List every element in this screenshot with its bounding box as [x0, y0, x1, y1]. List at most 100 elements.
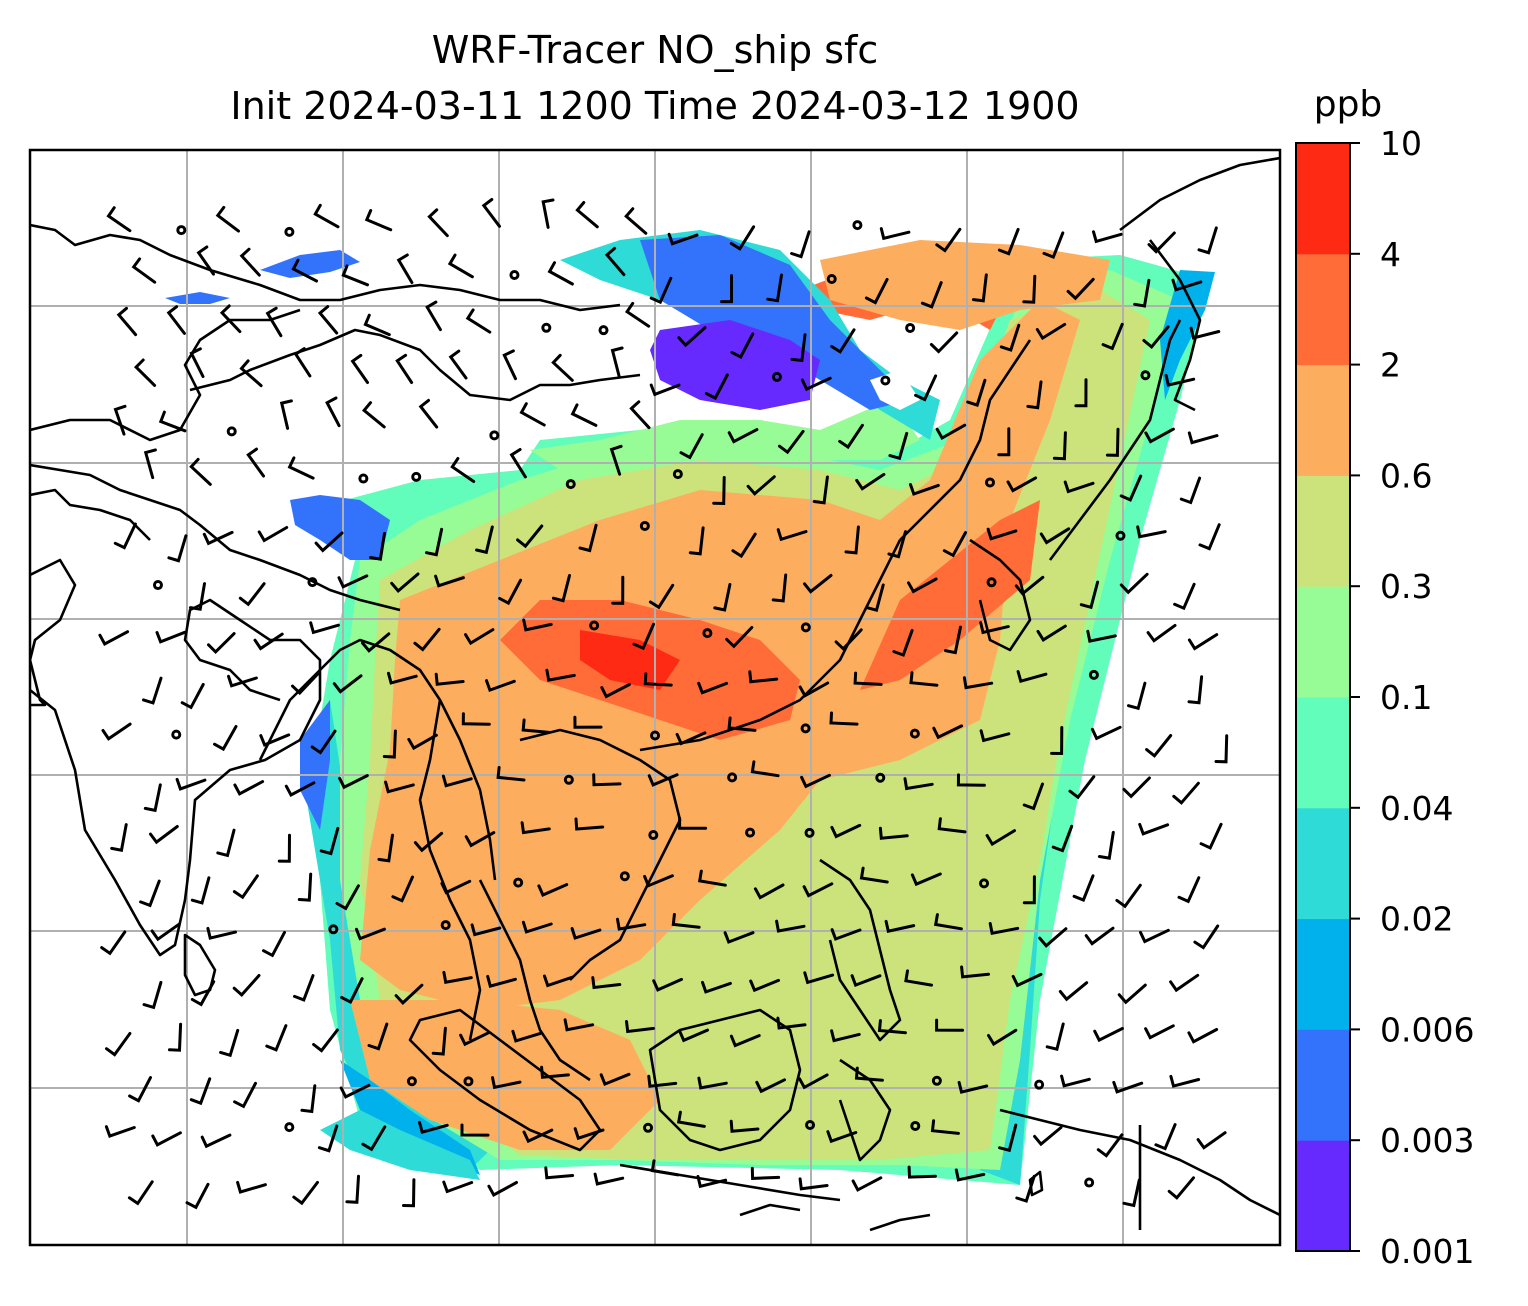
- wind-barb: [1145, 734, 1173, 758]
- wind-barb: [543, 974, 574, 988]
- wind-barb: [766, 273, 783, 303]
- wind-barb: [570, 403, 598, 427]
- wind-barb: [402, 1178, 416, 1208]
- wind-barb: [903, 777, 934, 791]
- calm-wind-circle: [826, 273, 837, 284]
- wind-barb: [1074, 378, 1088, 408]
- wind-barb: [907, 1165, 937, 1179]
- wind-barb: [1068, 775, 1096, 800]
- calm-wind-circle: [463, 1076, 474, 1087]
- wind-barb: [800, 773, 831, 789]
- wind-barb: [470, 923, 502, 937]
- wind-barb: [712, 476, 726, 506]
- wind-barb: [1022, 274, 1037, 304]
- calm-wind-circle: [565, 479, 576, 490]
- wind-barb: [1147, 231, 1176, 254]
- wind-barb: [604, 246, 626, 277]
- calm-wind-circle: [171, 729, 182, 740]
- wind-barb: [677, 326, 707, 348]
- wind-barb: [971, 273, 988, 303]
- wind-barb: [678, 1028, 709, 1043]
- wind-barb: [215, 205, 240, 233]
- wind-barb: [1015, 1174, 1036, 1203]
- wind-barb: [1022, 875, 1036, 905]
- calm-wind-circle: [875, 772, 886, 783]
- wind-barb: [332, 674, 363, 694]
- wind-barb: [592, 773, 622, 787]
- wind-barb: [545, 668, 576, 682]
- wind-barb: [1173, 582, 1196, 611]
- wind-barb: [213, 725, 238, 752]
- wind-barb: [149, 825, 179, 845]
- wind-barb: [909, 671, 939, 687]
- wind-barb: [697, 681, 729, 695]
- wind-barb: [1167, 1176, 1195, 1200]
- colorbar-tick-label: 0.006: [1380, 1010, 1474, 1049]
- wind-barb: [649, 276, 673, 305]
- wind-barb: [1045, 1022, 1065, 1052]
- wind-barb: [573, 1127, 605, 1141]
- wind-barb: [1169, 1074, 1201, 1088]
- wind-barb: [1079, 580, 1100, 610]
- wind-barb: [937, 817, 967, 834]
- wind-barb: [998, 1123, 1018, 1153]
- wind-barb: [987, 1028, 1018, 1047]
- wind-barb: [755, 1078, 786, 1094]
- field-plume-north-light: [530, 400, 920, 470]
- wind-barb: [265, 1024, 288, 1052]
- wind-barb: [997, 427, 1011, 457]
- wind-barb: [1164, 373, 1196, 387]
- wind-barb: [1139, 928, 1170, 944]
- wind-barb: [259, 733, 291, 747]
- wind-barb: [142, 980, 163, 1010]
- wind-barb: [427, 208, 449, 238]
- wind-barb: [859, 866, 889, 884]
- colorbar-segment: [1296, 586, 1350, 698]
- calm-wind-circle: [639, 520, 650, 531]
- wind-barb: [481, 198, 501, 228]
- wind-barb: [434, 672, 465, 686]
- wind-barb: [551, 353, 574, 382]
- wind-barb: [1193, 924, 1220, 950]
- calm-wind-circle: [1034, 1079, 1045, 1090]
- wind-barb: [776, 528, 808, 542]
- colorbar-tick-label: 0.003: [1380, 1121, 1474, 1160]
- wind-barb: [826, 1130, 858, 1144]
- wind-barb: [310, 729, 337, 755]
- wind-barb: [143, 448, 157, 480]
- wind-barb: [459, 1031, 490, 1047]
- wind-barb: [884, 919, 916, 933]
- colorbar-segment: [1296, 1029, 1350, 1141]
- field-wisp-east-edge: [1160, 270, 1215, 400]
- wind-barb: [516, 524, 544, 549]
- colorbar: 0.001 0.003 0.006 0.02 0.04 0.1 0.3 0.6 2 4 10: [1295, 124, 1474, 1271]
- wind-barb: [731, 532, 757, 559]
- wind-barb: [487, 1181, 518, 1198]
- wind-barb: [364, 209, 393, 232]
- colorbar-segment: [1296, 697, 1350, 809]
- coastline-korea: [969, 538, 1032, 652]
- calm-wind-circle: [745, 827, 756, 838]
- wind-barb: [979, 729, 1011, 743]
- wind-barb: [748, 670, 779, 684]
- wind-barb: [1035, 322, 1067, 341]
- calm-wind-circle: [804, 827, 815, 838]
- wind-barb: [196, 245, 215, 276]
- calm-wind-circle: [513, 877, 524, 888]
- wind-barb: [625, 1020, 655, 1034]
- wind-barb: [361, 1125, 387, 1152]
- wind-barb: [350, 353, 369, 384]
- wind-barb: [345, 1174, 360, 1204]
- wind-barb: [1063, 480, 1095, 494]
- wind-barb: [844, 525, 860, 555]
- wind-barb: [855, 472, 886, 491]
- wind-barb: [624, 207, 648, 235]
- calm-wind-circle: [852, 220, 863, 231]
- wind-barb: [929, 331, 959, 354]
- wind-barb: [966, 378, 987, 407]
- wind-barb: [750, 1166, 781, 1180]
- wind-barb: [647, 773, 679, 787]
- wind-barb: [914, 374, 938, 402]
- wind-barb: [319, 826, 340, 856]
- wind-barb: [985, 829, 1016, 847]
